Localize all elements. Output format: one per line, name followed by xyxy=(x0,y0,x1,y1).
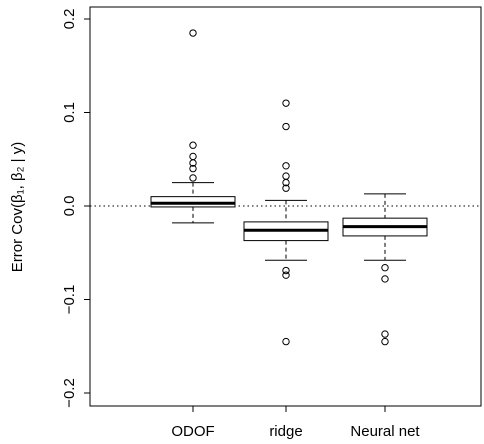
outlier-point xyxy=(189,174,197,182)
outlier-point xyxy=(282,266,290,275)
outlier-point xyxy=(282,172,290,180)
x-tick-label: Neural net xyxy=(350,423,420,440)
outlier-point xyxy=(282,122,290,131)
outlier-point xyxy=(189,164,197,173)
box-odof xyxy=(150,29,236,224)
y-tick-label: 0.0 xyxy=(61,196,78,217)
outlier-point xyxy=(381,337,389,346)
outlier-point xyxy=(189,29,197,37)
outlier-point xyxy=(381,330,389,338)
outlier-point xyxy=(189,141,197,149)
outlier-point xyxy=(189,159,197,167)
x-tick-label: ridge xyxy=(269,423,302,440)
outlier-point xyxy=(189,152,197,161)
y-tick-label: −0.2 xyxy=(61,378,78,408)
outlier-point xyxy=(282,337,290,346)
y-tick-label: 0.1 xyxy=(61,102,78,123)
outlier-point xyxy=(282,99,290,107)
y-tick-label: 0.2 xyxy=(61,9,78,30)
outlier-point xyxy=(381,275,389,283)
outlier-point xyxy=(381,264,389,272)
y-axis: −0.2 −0.1 0.0 0.1 0.2 xyxy=(61,9,90,408)
x-tick-label: ODOF xyxy=(171,423,214,440)
y-tick-label: −0.1 xyxy=(61,285,78,315)
box-ridge xyxy=(243,99,329,346)
outlier-point xyxy=(282,184,290,192)
outlier-point xyxy=(282,178,290,187)
outlier-point xyxy=(282,162,290,170)
boxes xyxy=(150,29,428,346)
box-neural-net xyxy=(342,193,428,346)
outlier-point xyxy=(282,271,290,279)
x-axis: ODOF ridge Neural net xyxy=(171,406,420,440)
y-axis-label: Error Cov(β₁, β₂ | y) xyxy=(9,142,26,272)
